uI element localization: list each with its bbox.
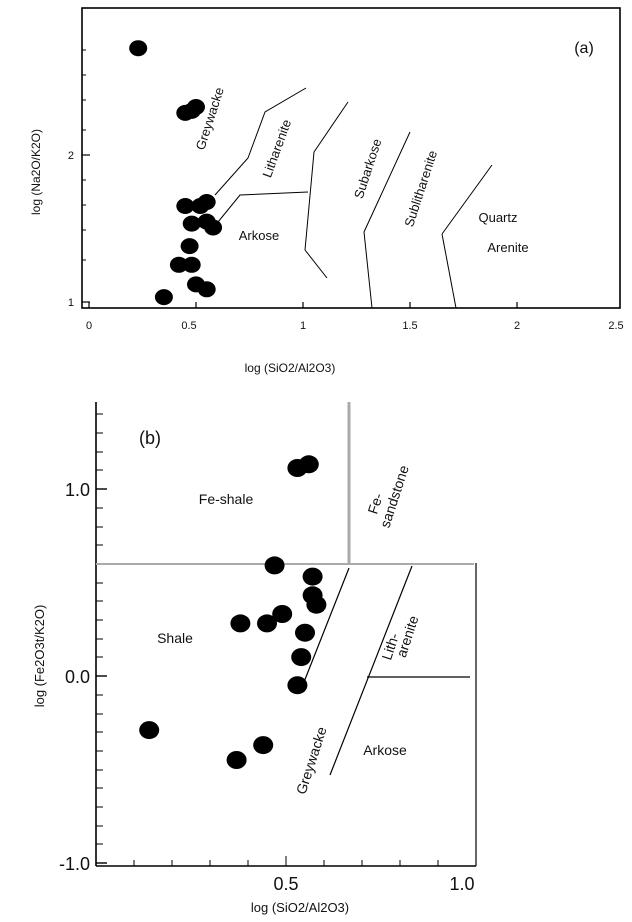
data-point — [298, 455, 319, 474]
data-point — [169, 256, 188, 273]
data-point — [230, 614, 251, 633]
y-axis-title-a: log (Na2O/K2O) — [29, 129, 43, 215]
field-label: Shale — [157, 630, 193, 646]
y-tick-label: 1.0 — [65, 480, 90, 500]
data-point — [264, 556, 285, 575]
data-point — [129, 40, 148, 57]
panel-a: 0 0.5 1 1.5 2 2.5 1 2 log (SiO2/Al2O3) l… — [29, 7, 624, 375]
data-point — [306, 595, 327, 614]
data-point — [253, 736, 274, 755]
data-points-a — [129, 40, 223, 306]
panel-label-b: (b) — [139, 428, 161, 448]
data-point — [176, 104, 195, 121]
x-tick-label: 2.5 — [608, 320, 623, 332]
field-label: Arkose — [363, 742, 407, 758]
field-label: Fe-shale — [199, 491, 254, 507]
x-tick-label: 2 — [514, 320, 520, 332]
plot-frame-a — [81, 7, 621, 309]
field-boundaries-a — [214, 87, 493, 309]
data-point — [226, 751, 247, 769]
x-ticks-b — [133, 856, 477, 866]
data-point — [191, 198, 210, 214]
y-tick-label: 2 — [68, 150, 74, 162]
panel-label-a: (a) — [574, 40, 594, 57]
y-tick-label: 0.0 — [65, 667, 90, 687]
x-tick-label: 1 — [300, 320, 306, 332]
x-axis-title-b: log (SiO2/Al2O3) — [251, 900, 349, 915]
y-major-ticks-a — [82, 154, 90, 303]
data-point — [291, 648, 312, 667]
field-label: Quartz — [478, 210, 517, 225]
field-label: Arenite — [487, 240, 528, 255]
data-point — [204, 219, 223, 236]
data-points-b — [139, 455, 327, 769]
field-label: Subarkose — [351, 137, 384, 201]
x-tick-label: 0.5 — [273, 874, 298, 894]
data-point — [182, 215, 201, 232]
x-tick-label: 1.5 — [402, 320, 417, 332]
y-minor-ticks-b — [96, 413, 103, 845]
field-label: Arkose — [239, 228, 279, 243]
x-tick-label: 0.5 — [181, 320, 196, 332]
y-major-ticks-b — [96, 488, 107, 864]
y-tick-label: 1 — [68, 297, 74, 309]
data-point — [287, 676, 308, 695]
data-point — [257, 614, 277, 633]
data-point — [272, 605, 293, 623]
field-label: Sublitharenite — [401, 148, 440, 228]
field-label: Greywacke — [193, 85, 227, 151]
field-label: Greywacke — [293, 724, 330, 796]
y-tick-label: -1.0 — [59, 854, 90, 874]
field-label: Fe- — [364, 491, 386, 516]
data-point — [197, 281, 216, 298]
x-tick-label: 1.0 — [449, 874, 474, 894]
x-tick-label: 0 — [86, 320, 92, 332]
data-point — [302, 567, 323, 586]
x-axis-title-a: log (SiO2/Al2O3) — [245, 361, 336, 375]
data-point — [180, 238, 199, 255]
data-point — [295, 623, 315, 642]
y-minor-ticks-a — [82, 49, 86, 261]
data-point — [154, 289, 173, 306]
data-point — [182, 256, 201, 273]
panel-b: 1.0 0.0 -1.0 0.5 1.0 log (SiO2/Al2O3) lo… — [32, 402, 477, 915]
field-label: Litharenite — [259, 117, 294, 179]
field-boundaries-b — [96, 402, 474, 776]
data-point — [176, 198, 195, 214]
y-axis-title-b: log (Fe2O3t/K2O) — [32, 605, 47, 708]
x-ticks-a — [88, 302, 518, 308]
data-point — [139, 721, 160, 740]
